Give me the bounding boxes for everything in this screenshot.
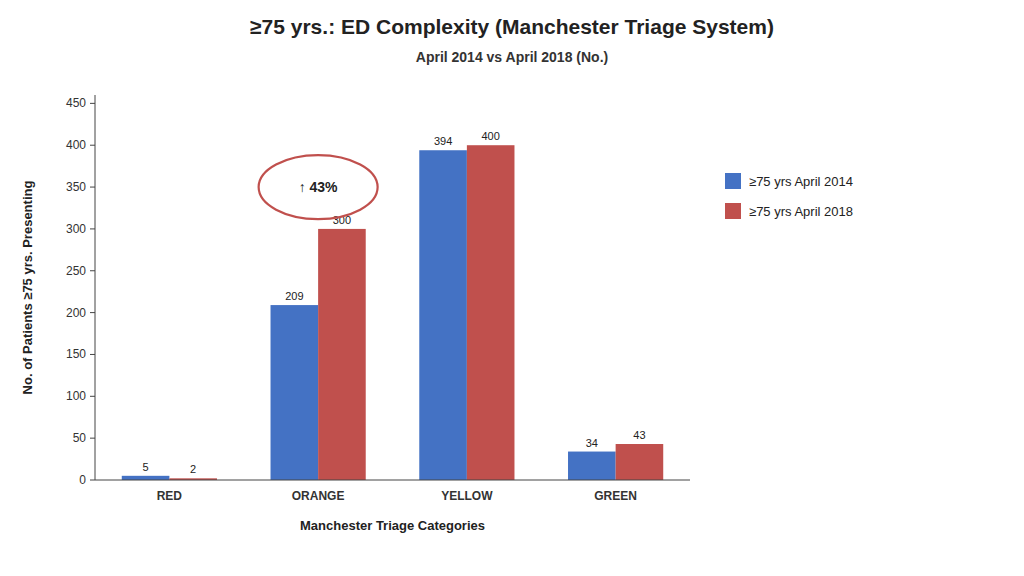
y-tick-label: 450 [66, 96, 86, 110]
bar [616, 444, 664, 480]
y-tick-label: 50 [73, 431, 87, 445]
legend-entry: ≥75 yrs April 2014 [749, 174, 853, 189]
bar [568, 452, 616, 480]
y-tick [90, 270, 95, 271]
bar [467, 145, 515, 480]
annotation-text: ↑ 43% [299, 179, 338, 195]
x-tick-label: ORANGE [292, 489, 345, 503]
x-tick-label: GREEN [594, 489, 637, 503]
x-axis-label: Manchester Triage Categories [300, 518, 485, 533]
y-tick-label: 100 [66, 389, 86, 403]
y-tick-label: 200 [66, 306, 86, 320]
legend-entry: ≥75 yrs April 2018 [749, 204, 853, 219]
y-tick [90, 103, 95, 104]
data-label: 43 [633, 429, 645, 441]
y-tick [90, 312, 95, 313]
y-tick [90, 438, 95, 439]
y-tick [90, 480, 95, 481]
data-label: 2 [190, 463, 196, 475]
legend-swatch [725, 173, 741, 189]
y-tick-label: 400 [66, 138, 86, 152]
y-tick-label: 150 [66, 347, 86, 361]
y-tick [90, 354, 95, 355]
data-label: 394 [434, 135, 452, 147]
x-axis-line [95, 480, 690, 481]
y-axis-label: No. of Patients ≥75 yrs. Presenting [20, 181, 35, 395]
y-tick-label: 250 [66, 264, 86, 278]
chart-container: ≥75 yrs.: ED Complexity (Manchester Tria… [0, 0, 1024, 576]
bar [318, 229, 366, 480]
data-label: 34 [586, 437, 598, 449]
subtitle: April 2014 vs April 2018 (No.) [416, 49, 608, 65]
legend-swatch [725, 203, 741, 219]
axes: 0 50 100 150 200 250 300 350 400 450 RED ORANGE YELL… [66, 95, 690, 503]
y-tick [90, 145, 95, 146]
x-tick-label: YELLOW [441, 489, 493, 503]
bar [122, 476, 170, 480]
y-tick-label: 350 [66, 180, 86, 194]
annotations: ↑ 43% [259, 155, 378, 219]
x-tick-label: RED [157, 489, 183, 503]
bar [419, 150, 467, 480]
y-tick [90, 187, 95, 188]
annotation-ellipse [259, 155, 378, 219]
data-labels: 520939434230040043 [143, 130, 646, 475]
chart-svg: ≥75 yrs.: ED Complexity (Manchester Tria… [0, 0, 1024, 576]
bar [271, 305, 319, 480]
y-axis-line [95, 95, 96, 480]
data-label: 5 [143, 461, 149, 473]
legend: ≥75 yrs April 2014 ≥75 yrs April 2018 [725, 173, 853, 219]
y-tick-label: 300 [66, 222, 86, 236]
y-tick [90, 228, 95, 229]
y-tick [90, 396, 95, 397]
data-label: 400 [481, 130, 499, 142]
bars [122, 145, 663, 480]
y-tick-label: 0 [79, 473, 86, 487]
title: ≥75 yrs.: ED Complexity (Manchester Tria… [250, 15, 774, 38]
data-label: 209 [285, 290, 303, 302]
